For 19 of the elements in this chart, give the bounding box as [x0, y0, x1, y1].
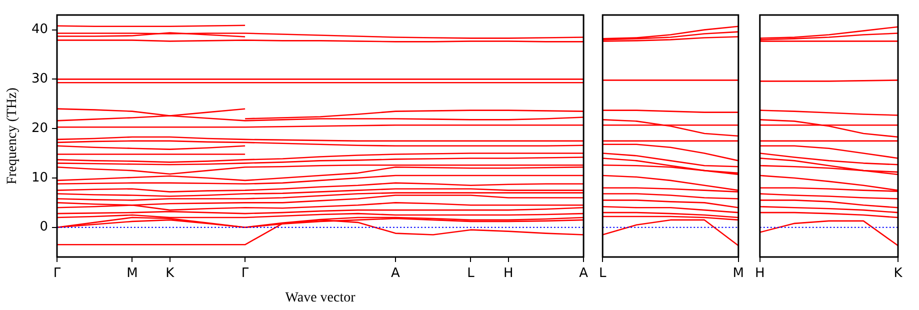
- x-tick-label: H: [503, 266, 514, 282]
- x-tick-label: M: [732, 266, 744, 282]
- x-tick-label: H: [754, 266, 765, 282]
- x-tick-label: L: [467, 266, 476, 282]
- x-tick-label: K: [166, 266, 175, 282]
- y-tick-label: 10: [31, 170, 48, 186]
- y-axis-title: Frequency (THz): [5, 87, 20, 184]
- x-tick-label: A: [579, 266, 588, 282]
- y-tick-label: 30: [31, 72, 48, 87]
- y-tick-label: 20: [31, 120, 48, 136]
- x-tick-label: K: [894, 266, 903, 282]
- x-tick-label: L: [598, 266, 607, 282]
- x-tick-label: Γ: [241, 266, 250, 282]
- y-tick-label: 40: [31, 22, 48, 38]
- x-axis-title: Wave vector: [285, 290, 356, 306]
- x-tick-label: M: [126, 266, 138, 282]
- y-tick-label: 0: [40, 220, 48, 235]
- x-tick-label: A: [391, 266, 400, 282]
- x-tick-label: Γ: [53, 266, 62, 282]
